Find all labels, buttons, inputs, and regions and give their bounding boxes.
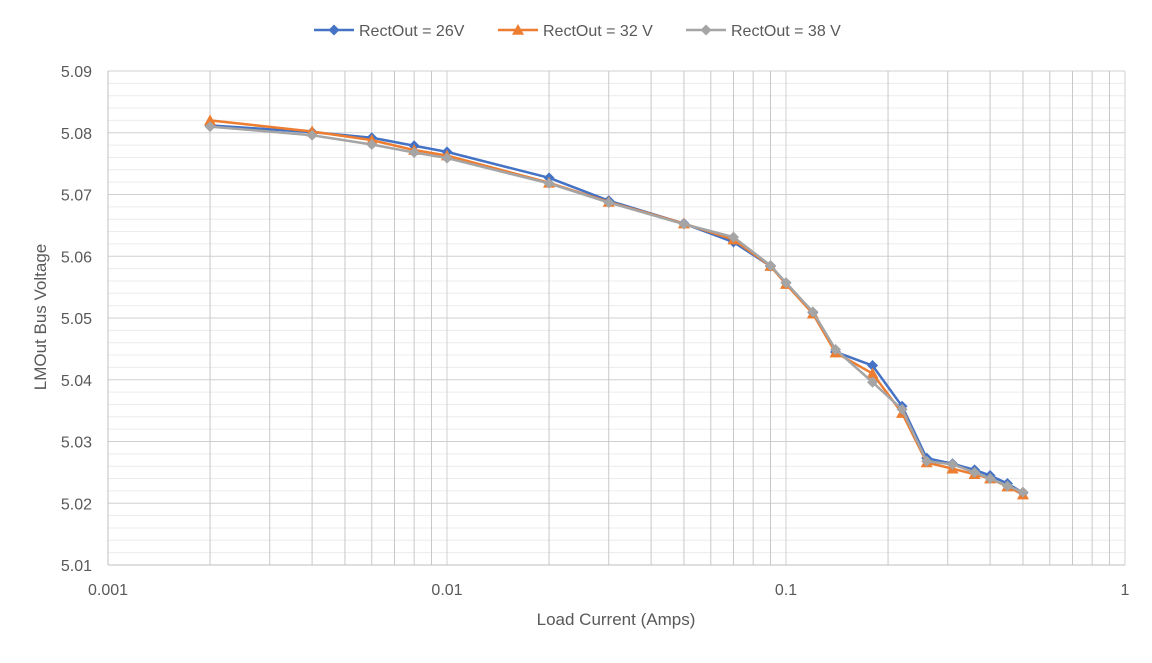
y-tick-label: 5.07 [61,188,92,205]
data-point [780,277,792,289]
legend-item: RectOut = 32 V [498,23,653,40]
x-tick-label: 1 [1121,582,1130,599]
data-point [969,466,981,478]
series-3 [204,121,1029,498]
legend-marker [700,24,712,36]
legend-label: RectOut = 26V [359,23,465,40]
x-tick-label: 0.01 [431,582,462,599]
x-tick-label: 0.001 [88,582,128,599]
legend: RectOut = 26V RectOut = 32 V RectOut = 38 … [314,23,841,40]
data-point [1001,480,1013,492]
x-axis-title: Load Current (Amps) [537,610,696,629]
y-tick-label: 5.01 [61,558,92,575]
data-point [408,147,420,159]
data-point [947,458,959,470]
gridlines [107,70,1126,566]
y-tick-label: 5.09 [61,64,92,81]
data-point [867,376,879,388]
series-group [204,114,1029,500]
y-tick-label: 5.08 [61,126,92,143]
data-point [204,114,217,126]
legend-label: RectOut = 38 V [731,23,841,40]
axes: 5.01 5.02 5.03 5.04 5.05 5.06 5.07 5.08 5.09 0.00… [61,64,1130,599]
data-point [830,343,842,355]
data-point [603,197,615,209]
y-tick-label: 5.04 [61,373,92,390]
data-point [306,129,318,141]
data-point [867,360,879,372]
data-point [1017,486,1029,498]
legend-label: RectOut = 32 V [543,23,653,40]
legend-marker [328,24,340,36]
y-axis-title: LMOut Bus Voltage [31,244,50,390]
data-point [543,177,555,189]
series-line [208,119,1025,496]
data-point [764,260,776,272]
data-point [678,218,690,230]
data-point [866,367,879,379]
data-point [807,306,819,318]
data-point [727,231,739,243]
data-point [896,403,908,415]
legend-item: RectOut = 38 V [686,23,841,40]
series-line [208,124,1025,495]
y-tick-label: 5.05 [61,311,92,328]
data-point [204,121,216,133]
data-point [921,455,933,467]
data-point [441,152,453,164]
data-point [984,473,996,485]
data-point [366,138,378,150]
y-tick-label: 5.02 [61,496,92,513]
y-tick-label: 5.03 [61,435,92,452]
legend-marker [512,24,524,35]
series-line [208,125,1025,494]
legend-item: RectOut = 26V [314,23,465,40]
x-tick-label: 0.1 [775,582,797,599]
y-tick-label: 5.06 [61,249,92,266]
